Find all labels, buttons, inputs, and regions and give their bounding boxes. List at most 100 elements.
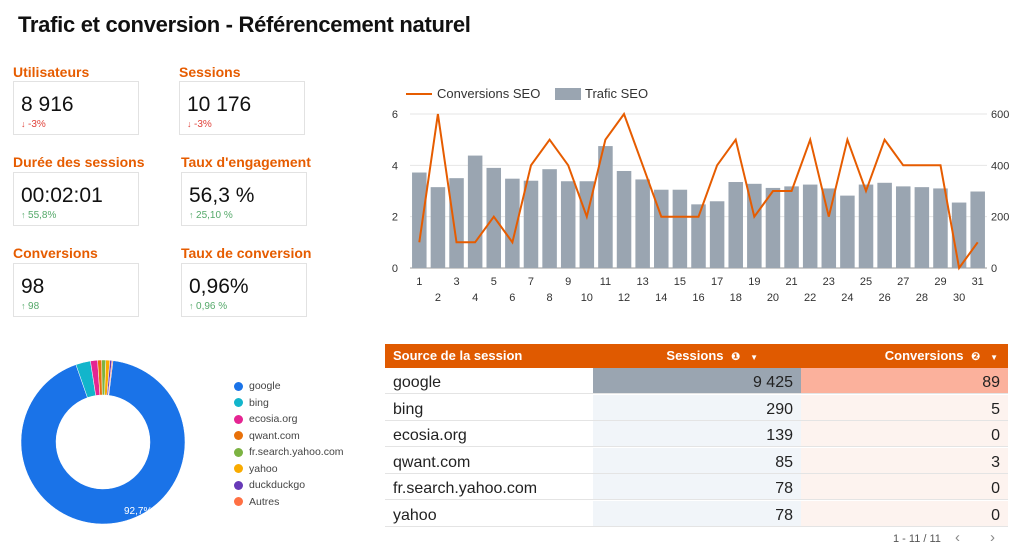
kpi-delta-value: -3% (194, 119, 212, 130)
donut-legend-item[interactable]: fr.search.yahoo.com (234, 444, 344, 461)
donut-legend-label: google (249, 380, 281, 393)
donut-legend-item[interactable]: bing (234, 395, 344, 412)
kpi-delta-value: -3% (28, 119, 46, 130)
cell-source: bing (393, 400, 424, 418)
bar (784, 186, 799, 268)
x-tick-label: 7 (528, 276, 534, 288)
arrow-up-icon: ↑ (189, 301, 197, 311)
cell-conversions: 89 (801, 368, 1008, 393)
kpi-label: Sessions (179, 64, 241, 80)
table-header: Source de la session Sessions ❶ ▼ Conver… (385, 344, 1008, 368)
bar (616, 170, 632, 268)
cell-sessions: 85 (593, 447, 801, 473)
column-header-conversions-label: Conversions (884, 348, 964, 363)
kpi-delta: ↓ -3% (21, 119, 46, 130)
kpi-card: 00:02:01 ↑ 55,8% (13, 172, 139, 226)
x-tick-label: 3 (453, 276, 459, 288)
bar (598, 146, 613, 268)
y-right-tick-label: 200 (991, 212, 1009, 224)
cell-source: google (393, 374, 442, 391)
conversions-value: 0 (991, 506, 1000, 524)
conversions-value: 3 (991, 453, 1000, 471)
kpi-label: Utilisateurs (13, 64, 90, 80)
x-tick-label: 31 (972, 276, 984, 288)
column-header-conversions[interactable]: Conversions ❷ ▼ (885, 348, 998, 363)
donut-legend-label: qwant.com (249, 429, 300, 442)
x-tick-label: 14 (655, 292, 667, 304)
bar (933, 188, 948, 268)
x-tick-label: 19 (748, 276, 760, 288)
y-right-tick-label: 600 (991, 109, 1009, 121)
legend-dot-icon (234, 414, 243, 424)
y-left-tick-label: 0 (392, 263, 398, 275)
x-tick-label: 22 (804, 292, 816, 304)
sessions-value: 9 425 (752, 374, 793, 391)
bar (970, 191, 985, 268)
legend-dot-icon (234, 398, 243, 408)
kpi-card: 8 916 ↓ -3% (13, 81, 139, 135)
table-row[interactable]: ecosia.org 139 0 (385, 421, 1008, 447)
table-row[interactable]: yahoo 78 0 (385, 500, 1008, 527)
x-tick-label: 12 (618, 292, 630, 304)
bar (821, 188, 837, 268)
info-icon[interactable]: ❶ (731, 351, 741, 363)
table-row[interactable]: google 9 425 89 (385, 368, 1008, 394)
sessions-value: 290 (766, 400, 793, 418)
bar (691, 204, 706, 268)
bar (505, 178, 520, 268)
x-tick-label: 10 (581, 292, 593, 304)
x-tick-label: 1 (416, 276, 422, 288)
bar (542, 169, 557, 268)
sessions-value: 85 (775, 453, 793, 471)
x-tick-label: 5 (491, 276, 497, 288)
donut-legend-item[interactable]: duckduckgo (234, 477, 344, 494)
kpi-label: Conversions (13, 245, 98, 261)
table-row[interactable]: qwant.com 85 3 (385, 447, 1008, 474)
y-left-tick-label: 4 (392, 160, 398, 172)
donut-legend-label: fr.search.yahoo.com (249, 446, 344, 459)
bar (560, 181, 576, 268)
conversions-value: 5 (991, 400, 1000, 418)
donut-legend-item[interactable]: yahoo (234, 461, 344, 478)
table-row[interactable]: bing 290 5 (385, 394, 1008, 421)
arrow-down-icon: ↓ (187, 119, 195, 129)
bar (765, 187, 781, 268)
sort-down-icon[interactable]: ▼ (990, 353, 998, 362)
donut-slice (107, 360, 114, 396)
donut-legend-item[interactable]: ecosia.org (234, 411, 344, 428)
kpi-delta-value: 25,10 % (196, 210, 233, 221)
bar (709, 201, 725, 268)
cell-source: ecosia.org (393, 427, 467, 444)
sort-down-icon[interactable]: ▼ (750, 353, 758, 362)
next-page-icon[interactable]: › (990, 529, 995, 546)
kpi-value: 10 176 (187, 93, 252, 116)
kpi-value: 8 916 (21, 93, 74, 116)
kpi-delta: ↓ -3% (187, 119, 212, 130)
donut-legend-item[interactable]: qwant.com (234, 428, 344, 445)
table-row[interactable]: fr.search.yahoo.com 78 0 (385, 474, 1008, 500)
conversions-value: 0 (991, 427, 1000, 444)
x-tick-label: 4 (472, 292, 478, 304)
donut-legend-label: duckduckgo (249, 479, 306, 492)
y-left-tick-label: 2 (392, 212, 398, 224)
legend-bar-swatch (555, 88, 581, 100)
legend-dot-icon (234, 480, 243, 490)
donut-legend-label: bing (249, 396, 269, 409)
x-tick-label: 27 (897, 276, 909, 288)
column-header-sessions[interactable]: Sessions ❶ ▼ (666, 348, 758, 363)
donut-legend-item[interactable]: google (234, 378, 344, 395)
cell-source: yahoo (393, 506, 437, 524)
info-icon[interactable]: ❷ (971, 351, 981, 363)
kpi-card: 0,96% ↑ 0,96 % (181, 263, 307, 317)
prev-page-icon[interactable]: ‹ (955, 529, 960, 546)
donut-chart: 92,7% (20, 359, 186, 525)
donut-legend-item[interactable]: Autres (234, 494, 344, 511)
x-tick-label: 16 (692, 292, 704, 304)
column-header-source[interactable]: Source de la session (393, 348, 523, 363)
bar (895, 186, 911, 268)
legend-label: Conversions SEO (437, 86, 540, 101)
donut-legend-label: Autres (249, 495, 280, 508)
x-tick-label: 20 (767, 292, 779, 304)
legend-dot-icon (234, 497, 243, 507)
y-right-tick-label: 0 (991, 263, 997, 275)
